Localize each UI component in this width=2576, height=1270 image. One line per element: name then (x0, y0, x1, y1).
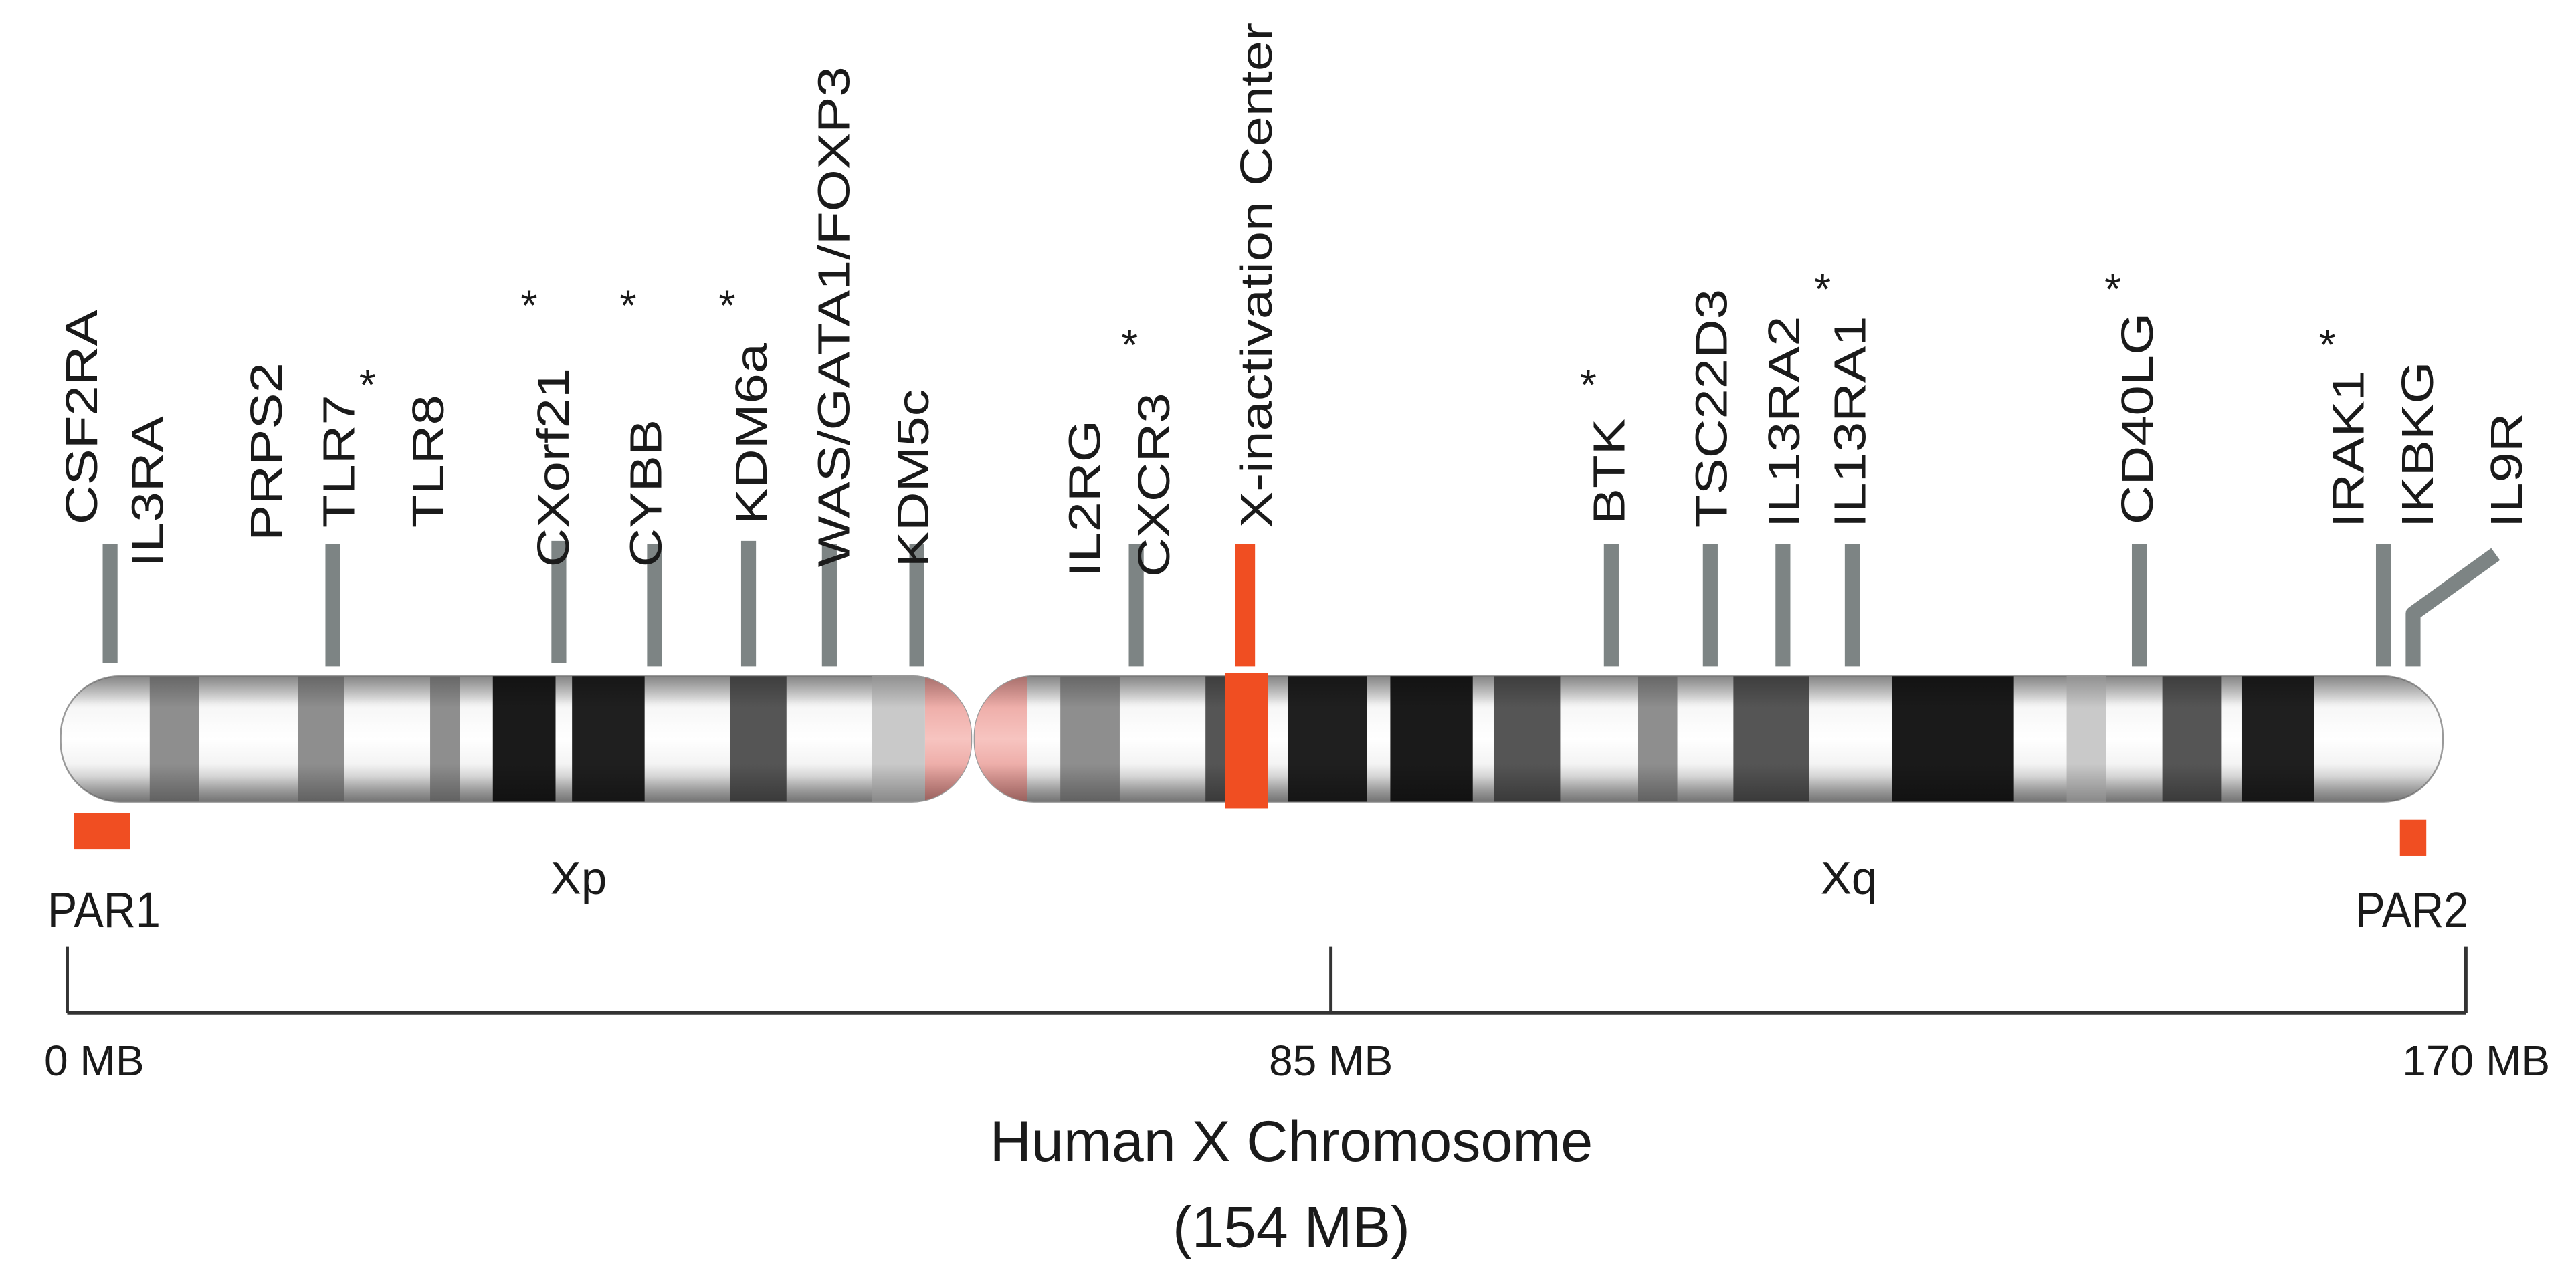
gene-label: IL13RA1 (1825, 316, 1875, 528)
gene-label: CXorf21 (528, 368, 578, 568)
asterisk-mark: * (521, 281, 538, 329)
gene-marker-connector (2405, 548, 2500, 667)
title: Human X Chromosome (990, 1109, 1593, 1174)
gene-label: IKBKG (2393, 361, 2442, 528)
asterisk-mark: * (1814, 265, 1831, 313)
gene-label: IL3RA (122, 416, 172, 568)
gene-label: TLR7 (314, 395, 364, 528)
gene-label: TLR8 (403, 395, 453, 528)
chromosome-q-arm (973, 673, 2444, 809)
asterisk-mark: * (2104, 265, 2121, 313)
gene-label: CYBB (621, 419, 670, 568)
par2-marker (2399, 819, 2427, 856)
par2-label: PAR2 (2355, 882, 2468, 938)
gene-label: IRAK1 (2323, 371, 2373, 528)
scale-label-mid: 85 MB (1269, 1037, 1393, 1085)
gene-label: CD40LG (2112, 313, 2162, 525)
x-inactivation-center-band (1225, 673, 1268, 809)
asterisk-mark: * (1580, 360, 1597, 409)
par1-marker (74, 813, 130, 850)
subtitle: (154 MB) (1173, 1195, 1410, 1259)
scale-label-start: 0 MB (44, 1037, 144, 1085)
q-arm-label: Xq (1821, 852, 1877, 904)
gene-label: IL2RG (1060, 420, 1109, 577)
gene-label: X-inactivation Center (1231, 23, 1281, 528)
p-arm-label: Xp (551, 852, 607, 904)
gene-label: KDM5c (888, 389, 938, 568)
gene-label: KDM6a (726, 342, 776, 524)
scale-label-end: 170 MB (2402, 1037, 2550, 1085)
par1-label: PAR1 (47, 882, 161, 938)
gene-label: IL9R (2482, 413, 2531, 528)
gene-label: PRPS2 (241, 362, 291, 541)
gene-label: TSC22D3 (1686, 289, 1736, 528)
gene-label: IL13RA2 (1759, 316, 1809, 528)
asterisk-mark: * (359, 360, 376, 409)
chromosome-p-arm (60, 675, 973, 803)
gene-label: CXCR3 (1129, 393, 1179, 577)
asterisk-mark: * (2319, 321, 2336, 369)
asterisk-mark: * (1121, 321, 1138, 369)
asterisk-mark: * (719, 281, 736, 329)
scale-bar (66, 946, 2468, 1015)
gene-label: WAS/GATA1/FOXP3 (809, 66, 858, 567)
gene-label: CSF2RA (57, 310, 106, 524)
gene-label: BTK (1585, 419, 1634, 524)
asterisk-mark: * (620, 281, 637, 329)
gene-labels: CSF2RA IL3RA PRPS2 TLR7*TLR8 CXorf21*CYBB*KD… (57, 23, 2532, 667)
